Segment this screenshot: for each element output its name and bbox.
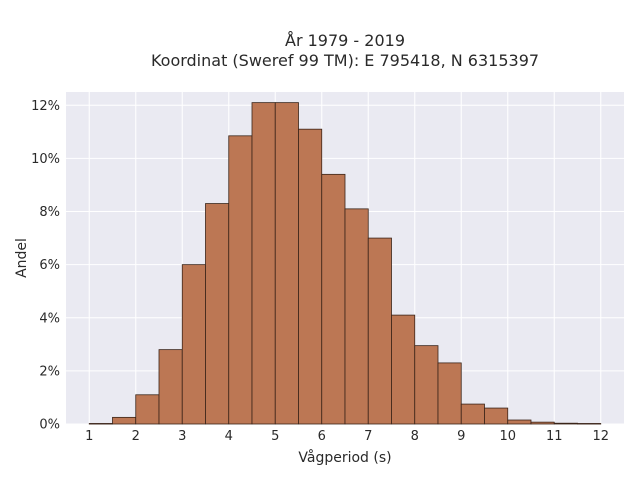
histogram-bar	[391, 314, 416, 425]
y-axis-label: Andel	[14, 238, 30, 278]
y-tick-label: 10%	[31, 152, 60, 167]
x-tick-label: 7	[364, 429, 372, 444]
histogram-bar	[205, 203, 230, 425]
y-tick-label: 2%	[39, 364, 60, 379]
chart-subtitle: Koordinat (Sweref 99 TM): E 795418, N 63…	[151, 51, 539, 70]
histogram-bar	[577, 423, 602, 425]
x-axis-ticks: 1 2 3 4 5 6 7 8 9 10 11 12	[85, 429, 609, 444]
x-tick-label: 3	[178, 429, 186, 444]
histogram-bar	[437, 362, 462, 425]
x-axis-label: Vågperiod (s)	[298, 449, 391, 466]
x-tick-label: 2	[132, 429, 140, 444]
histogram-bar	[507, 419, 532, 425]
y-axis-ticks: 0% 2% 4% 6% 8% 10% 12%	[31, 99, 60, 433]
histogram-bar	[414, 345, 439, 425]
x-tick-label: 1	[85, 429, 93, 444]
y-tick-label: 0%	[39, 418, 60, 433]
histogram-bar	[484, 407, 509, 425]
y-tick-label: 6%	[39, 258, 60, 273]
histogram-bar	[158, 349, 183, 425]
x-tick-label: 10	[499, 429, 516, 444]
y-tick-label: 12%	[31, 99, 60, 114]
histogram-bar	[251, 102, 276, 425]
x-tick-label: 9	[457, 429, 465, 444]
x-tick-label: 4	[225, 429, 233, 444]
histogram-bar	[367, 237, 392, 425]
x-tick-label: 5	[271, 429, 279, 444]
histogram-bar	[274, 102, 299, 425]
histogram-bar	[112, 416, 137, 425]
histogram-bar	[530, 421, 555, 425]
histogram-bar	[228, 135, 253, 425]
x-tick-label: 11	[546, 429, 563, 444]
y-tick-label: 4%	[39, 311, 60, 326]
bars	[88, 102, 602, 425]
x-tick-label: 12	[592, 429, 609, 444]
histogram-bar	[181, 264, 206, 425]
x-tick-label: 6	[318, 429, 326, 444]
histogram-bar	[298, 128, 323, 425]
histogram-bar	[135, 394, 160, 425]
histogram-bar	[88, 423, 113, 425]
x-tick-label: 8	[411, 429, 419, 444]
y-tick-label: 8%	[39, 205, 60, 220]
chart-title: År 1979 - 2019	[285, 31, 405, 50]
histogram-bar	[553, 422, 578, 425]
histogram-bar	[344, 208, 369, 425]
histogram-bar	[460, 403, 485, 425]
histogram-bar	[321, 173, 346, 425]
